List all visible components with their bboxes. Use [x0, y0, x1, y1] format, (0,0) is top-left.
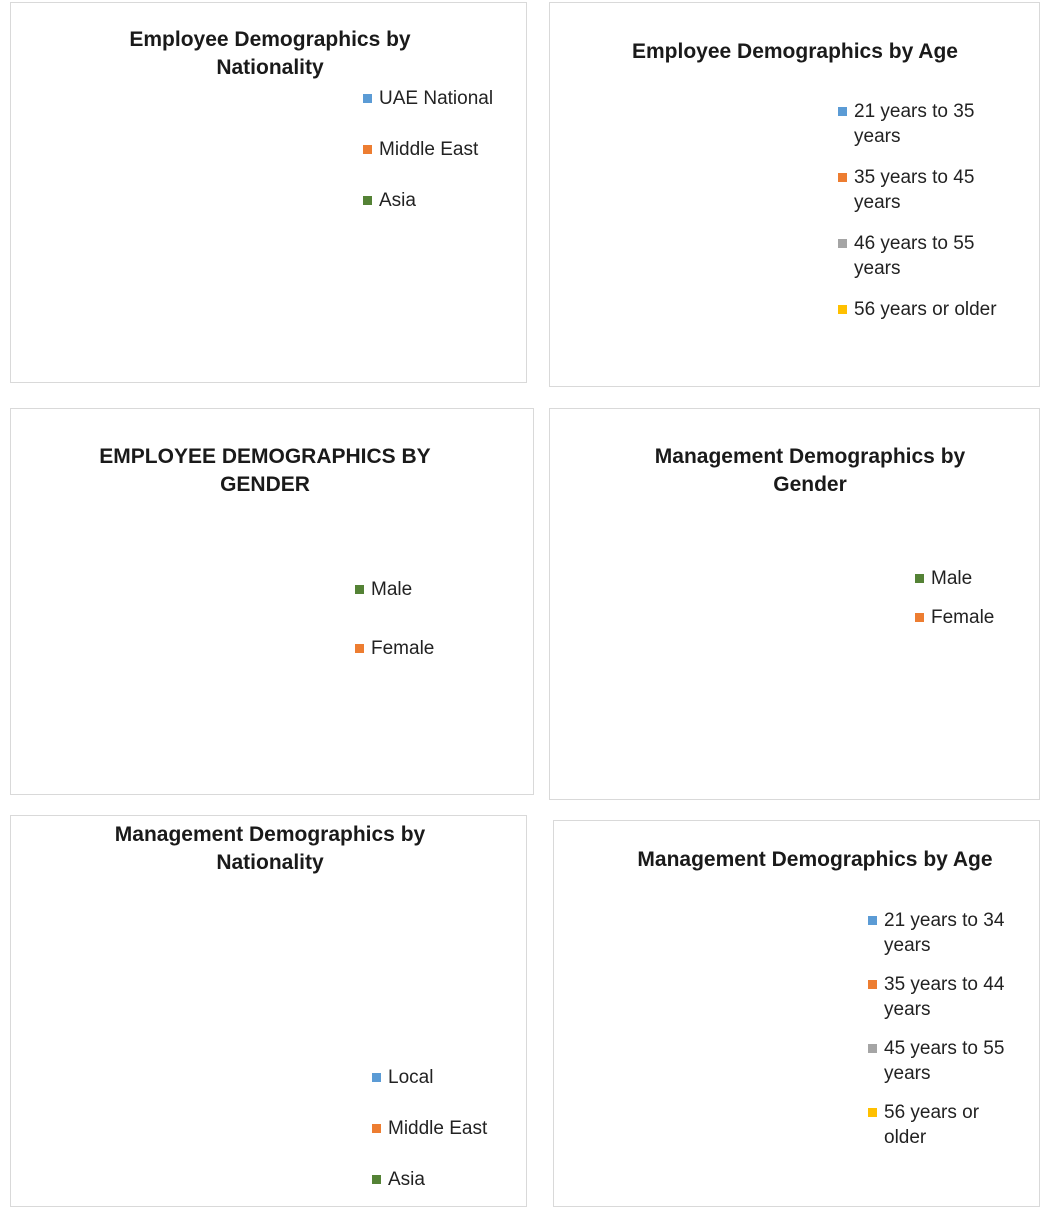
legend-swatch [868, 1044, 877, 1053]
legend-label: Asia [388, 1169, 425, 1190]
chart-title: Management Demographics by Gender [654, 445, 966, 496]
legend-item: Asia [372, 1167, 522, 1192]
chart-title: Employee Demographics by Age [632, 40, 958, 63]
legend: Local Middle East Asia [372, 1065, 522, 1192]
legend-label: Local [388, 1067, 434, 1088]
legend-item: 21 years to 35 years [838, 99, 1016, 149]
legend-label: Female [931, 607, 995, 628]
legend-swatch [355, 644, 364, 653]
legend-swatch [355, 585, 364, 594]
chart-title: EMPLOYEE DEMOGRAPHICS BY GENDER [99, 445, 431, 496]
legend-label: Male [371, 579, 413, 600]
legend-swatch [915, 574, 924, 583]
legend-label: 35 years to 45 years [854, 167, 975, 213]
legend: Male Female [355, 577, 505, 661]
chart-title: Employee Demographics by Nationality [129, 28, 411, 79]
legend-swatch [915, 613, 924, 622]
legend-item: 56 years or older [838, 297, 1016, 322]
legend-item: Female [915, 605, 1035, 630]
legend-item: Middle East [363, 137, 533, 162]
chart-panel [549, 408, 1040, 800]
legend-label: 56 years or older [854, 299, 997, 320]
legend-label: Asia [379, 190, 416, 211]
legend-label: Male [931, 568, 973, 589]
chart-panel [10, 2, 527, 383]
legend-label: 45 years to 55 years [884, 1038, 1005, 1084]
legend-item: Male [355, 577, 505, 602]
legend-label: 21 years to 35 years [854, 101, 975, 147]
legend-swatch [838, 173, 847, 182]
legend-swatch [868, 980, 877, 989]
legend-item: 46 years to 55 years [838, 231, 1016, 281]
legend-item: 45 years to 55 years [868, 1036, 1018, 1086]
legend-label: 56 years or older [884, 1102, 980, 1148]
legend-swatch [363, 196, 372, 205]
legend-item: 35 years to 44 years [868, 972, 1018, 1022]
legend: UAE National Middle East Asia [363, 86, 533, 213]
legend-item: Asia [363, 188, 533, 213]
legend-item: Middle East [372, 1116, 522, 1141]
legend-swatch [868, 1108, 877, 1117]
chart-panel [549, 2, 1040, 387]
legend-item: 35 years to 45 years [838, 165, 1016, 215]
legend-item: Female [355, 636, 505, 661]
chart-panel [10, 815, 527, 1207]
legend-label: 21 years to 34 years [884, 910, 1005, 956]
legend-swatch [838, 107, 847, 116]
legend-item: 56 years or older [868, 1100, 1018, 1150]
legend: Male Female [915, 566, 1035, 630]
chart-panel [10, 408, 534, 795]
legend: 21 years to 34 years 35 years to 44 years… [868, 908, 1018, 1150]
legend: 21 years to 35 years 35 years to 45 years… [838, 99, 1016, 322]
legend-swatch [838, 305, 847, 314]
legend-swatch [868, 916, 877, 925]
legend-item: Male [915, 566, 1035, 591]
legend-label: Female [371, 638, 435, 659]
legend-label: 46 years to 55 years [854, 233, 975, 279]
legend-swatch [372, 1175, 381, 1184]
legend-swatch [372, 1124, 381, 1133]
chart-title: Management Demographics by Nationality [114, 823, 426, 874]
legend-swatch [363, 145, 372, 154]
legend-swatch [363, 94, 372, 103]
legend-item: UAE National [363, 86, 533, 111]
chart-title: Management Demographics by Age [637, 848, 993, 871]
legend-label: UAE National [379, 88, 494, 109]
legend-item: 21 years to 34 years [868, 908, 1018, 958]
chart-panel [553, 820, 1040, 1207]
legend-label: 35 years to 44 years [884, 974, 1005, 1020]
legend-swatch [838, 239, 847, 248]
legend-swatch [372, 1073, 381, 1082]
legend-label: Middle East [388, 1118, 488, 1139]
legend-label: Middle East [379, 139, 479, 160]
legend-item: Local [372, 1065, 522, 1090]
